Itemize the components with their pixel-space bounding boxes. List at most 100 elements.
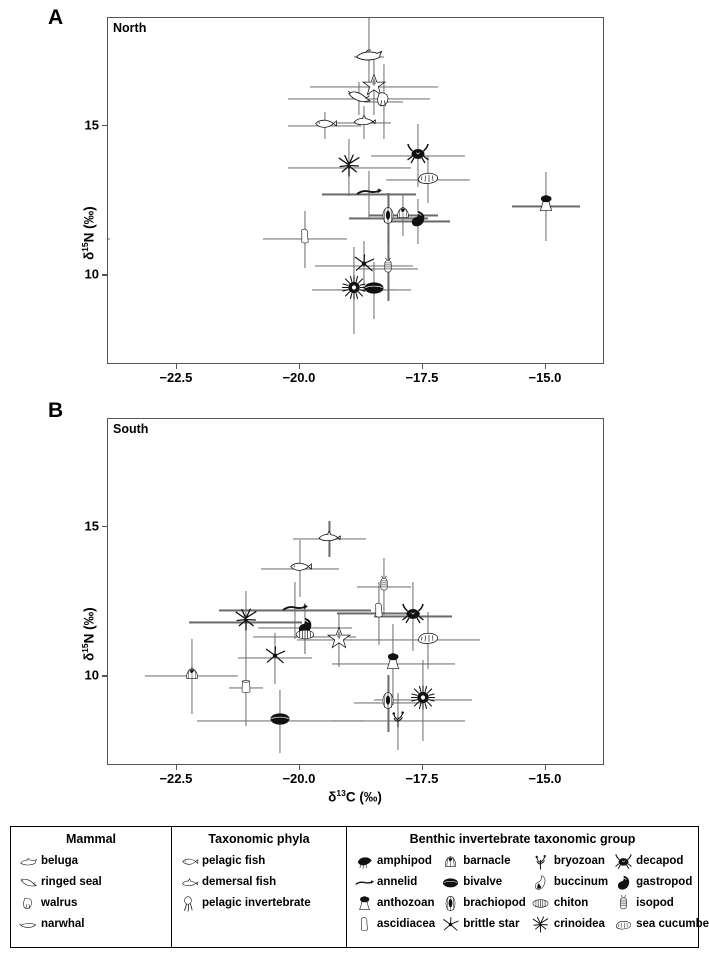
legend-item-label: isopod (636, 897, 674, 909)
y-tick-label: 15 (84, 117, 99, 133)
gastropod-icon (610, 872, 636, 892)
datapoint-brachiopod-icon (378, 690, 399, 716)
datapoint-sea-star-icon (327, 626, 352, 655)
legend-item: brittle star (437, 914, 526, 934)
x-tick-label: −17.5 (405, 370, 439, 385)
x-tick-label: −15.0 (528, 771, 562, 786)
plot-title-south: South (113, 422, 149, 436)
datapoint-sponge-icon (236, 676, 256, 701)
legend-section-heading: Mammal (65, 832, 117, 846)
legend-item: anthozoan (351, 893, 435, 913)
panel-letter-b: B (48, 399, 64, 422)
datapoint-isopod-icon (374, 574, 394, 599)
legend-column: pelagic fish demersal fish pelagic inverte… (176, 851, 311, 913)
error-bar-x (108, 238, 111, 240)
isotope-label: N (‰) (81, 206, 97, 243)
datapoint-barnacle-icon (182, 664, 202, 689)
datapoint-ringed-seal-icon (345, 83, 372, 115)
plot-title-north: North (113, 21, 147, 35)
axis-title-y-north: δ15N (‰) (80, 206, 97, 260)
legend-section-mammal: Mammal beluga ringed seal walrus narwhal (11, 827, 171, 947)
datapoint-sea-urchin-icon (410, 685, 436, 716)
datapoint-crinoidea-icon (336, 152, 362, 183)
x-tickmark (544, 364, 547, 369)
legend-item-label: pelagic invertebrate (202, 897, 311, 909)
datapoint-crinoidea-icon (233, 607, 259, 638)
legend-item-label: pelagic fish (202, 855, 266, 867)
sea-cucumber-icon (610, 914, 636, 934)
chiton-icon (528, 893, 554, 913)
demersal-fish-icon (176, 872, 202, 892)
brittle-star-icon (437, 914, 463, 934)
amphipod-icon (351, 851, 377, 871)
ringed-seal-icon (15, 872, 41, 892)
legend-item: buccinum (528, 872, 608, 892)
legend-item-label: beluga (41, 855, 79, 867)
delta-symbol: δ (81, 652, 97, 661)
legend-section-heading: Benthic invertebrate taxonomic group (409, 832, 636, 846)
x-tick-label: −22.5 (159, 771, 193, 786)
annelid-icon (351, 872, 377, 892)
brachiopod-icon (437, 893, 463, 913)
x-tick-label: −20.0 (282, 370, 316, 385)
legend-item-label: bivalve (463, 876, 503, 888)
legend-item-label: ringed seal (41, 876, 102, 888)
legend-item: brachiopod (437, 893, 526, 913)
legend-item: isopod (610, 893, 709, 913)
legend-item: gastropod (610, 872, 709, 892)
legend-item: decapod (610, 851, 709, 871)
delta-symbol: δ (81, 251, 97, 260)
walrus-icon (15, 893, 41, 913)
y-tick-label: 10 (84, 667, 99, 683)
legend-item: sea cucumber (610, 914, 709, 934)
figure-legend: Mammal beluga ringed seal walrus narwhal Taxo… (10, 826, 709, 948)
datapoint-sea-cucumber-icon (415, 165, 440, 195)
axis-title-x-south: δ13C (‰) (328, 788, 382, 805)
error-bar-y (294, 582, 296, 639)
datapoint-demersal-fish-icon (351, 107, 377, 138)
x-tickmark (298, 364, 301, 369)
anthozoan-icon (351, 893, 377, 913)
datapoint-sea-star-icon (361, 72, 386, 101)
delta-symbol: δ (328, 789, 337, 805)
datapoint-brachiopod-icon (378, 205, 399, 231)
datapoint-sea-cucumber-icon (415, 625, 440, 655)
legend-item-label: narwhal (41, 918, 85, 930)
x-tick-label: −17.5 (405, 771, 439, 786)
datapoint-demersal-fish-icon (316, 523, 342, 554)
legend-item: pelagic invertebrate (176, 893, 311, 913)
legend-item-label: barnacle (463, 855, 511, 867)
beluga-icon (15, 851, 41, 871)
error-bar-y (363, 240, 365, 292)
bivalve-icon (437, 872, 463, 892)
scatter-surface-north (108, 18, 603, 363)
legend-item-label: decapod (636, 855, 684, 867)
legend-item-label: buccinum (553, 876, 609, 888)
legend-section-benthic-invertebrate-taxonomic-group: Benthic invertebrate taxonomic group amph… (346, 827, 709, 947)
datapoint-annelid-icon (282, 595, 308, 626)
datapoint-pelagic-fish-icon (287, 553, 313, 584)
legend-section-heading: Taxonomic phyla (208, 832, 310, 846)
legend-item-label: crinoidea (553, 918, 605, 930)
legend-item: barnacle (437, 851, 526, 871)
decapod-icon (610, 851, 636, 871)
x-tickmark (421, 765, 424, 770)
datapoint-beluga-icon (354, 39, 384, 74)
legend-item: amphipod (351, 851, 435, 871)
pelagic-fish-icon (176, 851, 202, 871)
legend-column: bryozoan buccinum chiton crinoidea (528, 851, 608, 934)
legend-item: annelid (351, 872, 435, 892)
x-tick-label: −20.0 (282, 771, 316, 786)
legend-item-label: gastropod (636, 876, 693, 888)
datapoint-bivalve-icon (268, 707, 292, 736)
legend-item: chiton (528, 893, 608, 913)
datapoint-anthozoan-icon (382, 651, 404, 678)
y-tickmark (102, 124, 107, 126)
x-tickmark (298, 765, 301, 770)
panel-letter-a: A (48, 6, 64, 29)
ascidiacea-icon (351, 914, 377, 934)
datapoint-ascidiacea-icon (369, 601, 389, 626)
axis-title-y-south: δ15N (‰) (80, 607, 97, 661)
barnacle-icon (437, 851, 463, 871)
x-tickmark (544, 765, 547, 770)
